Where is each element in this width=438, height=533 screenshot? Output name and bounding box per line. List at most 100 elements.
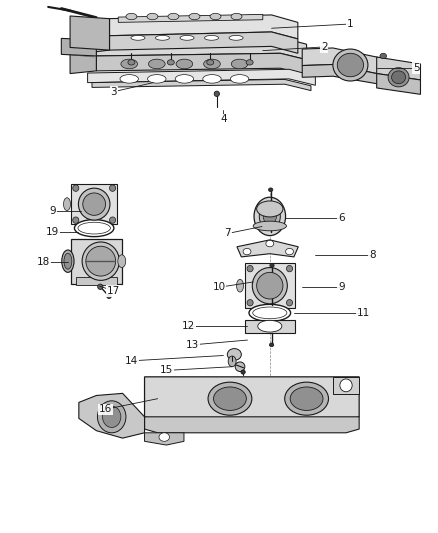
Ellipse shape	[290, 387, 323, 410]
Ellipse shape	[73, 185, 79, 191]
Ellipse shape	[237, 279, 244, 292]
Ellipse shape	[147, 13, 158, 20]
Ellipse shape	[180, 35, 194, 40]
Ellipse shape	[98, 284, 103, 289]
Text: 6: 6	[338, 213, 345, 223]
Ellipse shape	[110, 185, 116, 191]
Ellipse shape	[246, 60, 253, 65]
Ellipse shape	[205, 35, 219, 40]
Text: 19: 19	[46, 227, 59, 237]
Ellipse shape	[286, 248, 293, 255]
Ellipse shape	[257, 201, 283, 217]
Ellipse shape	[189, 13, 200, 20]
Ellipse shape	[120, 75, 138, 83]
Ellipse shape	[228, 356, 236, 367]
Ellipse shape	[208, 382, 252, 415]
Ellipse shape	[227, 349, 241, 360]
Polygon shape	[237, 240, 298, 257]
Ellipse shape	[210, 13, 221, 20]
Bar	[75, 277, 117, 285]
Ellipse shape	[214, 91, 219, 96]
Ellipse shape	[286, 300, 293, 306]
Polygon shape	[333, 377, 359, 394]
Ellipse shape	[285, 382, 328, 415]
Ellipse shape	[168, 13, 179, 20]
Polygon shape	[377, 57, 420, 80]
Ellipse shape	[268, 188, 273, 191]
Polygon shape	[88, 69, 315, 85]
Ellipse shape	[213, 387, 246, 410]
Polygon shape	[61, 38, 96, 56]
Ellipse shape	[83, 193, 106, 215]
Ellipse shape	[64, 253, 72, 269]
Ellipse shape	[207, 60, 214, 65]
Polygon shape	[145, 377, 359, 421]
Text: 13: 13	[186, 340, 199, 350]
Ellipse shape	[266, 240, 274, 247]
Ellipse shape	[121, 59, 138, 69]
Ellipse shape	[257, 272, 283, 299]
Ellipse shape	[263, 208, 276, 224]
Polygon shape	[96, 53, 307, 75]
Ellipse shape	[148, 75, 166, 83]
Polygon shape	[302, 48, 403, 82]
Text: 10: 10	[212, 282, 226, 292]
Ellipse shape	[148, 59, 165, 69]
Text: 16: 16	[99, 405, 112, 414]
Ellipse shape	[254, 197, 286, 236]
Polygon shape	[145, 417, 359, 433]
Text: 17: 17	[107, 286, 120, 296]
Ellipse shape	[252, 268, 287, 304]
Bar	[71, 239, 122, 284]
Ellipse shape	[78, 188, 110, 220]
Ellipse shape	[86, 246, 116, 276]
Ellipse shape	[175, 75, 194, 83]
Ellipse shape	[155, 35, 170, 40]
Ellipse shape	[78, 222, 110, 234]
Bar	[244, 320, 295, 333]
Text: 5: 5	[413, 63, 420, 72]
Ellipse shape	[392, 71, 406, 84]
Text: 15: 15	[160, 366, 173, 375]
Ellipse shape	[247, 265, 253, 272]
Ellipse shape	[126, 13, 137, 20]
Bar	[244, 263, 295, 308]
Text: 12: 12	[182, 321, 195, 330]
Bar	[71, 184, 117, 224]
Ellipse shape	[64, 198, 71, 211]
Ellipse shape	[388, 68, 409, 87]
Ellipse shape	[270, 264, 274, 268]
Text: 9: 9	[49, 206, 56, 215]
Ellipse shape	[131, 35, 145, 40]
Polygon shape	[96, 37, 307, 60]
Text: 11: 11	[357, 308, 370, 318]
Polygon shape	[114, 33, 293, 43]
Ellipse shape	[230, 75, 249, 83]
Ellipse shape	[249, 304, 291, 321]
Ellipse shape	[337, 53, 364, 77]
Polygon shape	[118, 14, 263, 22]
Text: 2: 2	[321, 42, 328, 52]
Polygon shape	[83, 19, 110, 53]
Ellipse shape	[74, 220, 114, 237]
Ellipse shape	[82, 242, 119, 280]
Ellipse shape	[128, 60, 135, 65]
Ellipse shape	[253, 221, 286, 231]
Ellipse shape	[380, 53, 387, 59]
Text: 7: 7	[224, 229, 231, 238]
Ellipse shape	[167, 60, 174, 65]
Text: 14: 14	[125, 356, 138, 366]
Ellipse shape	[286, 265, 293, 272]
Polygon shape	[70, 16, 110, 50]
Ellipse shape	[247, 300, 253, 306]
Ellipse shape	[110, 217, 116, 223]
Text: 1: 1	[347, 19, 354, 29]
Ellipse shape	[118, 255, 126, 268]
Polygon shape	[377, 74, 420, 94]
Ellipse shape	[231, 59, 248, 69]
Polygon shape	[70, 40, 96, 74]
Ellipse shape	[235, 362, 245, 372]
Ellipse shape	[258, 320, 282, 332]
Text: 4: 4	[220, 115, 227, 124]
Ellipse shape	[243, 248, 251, 255]
